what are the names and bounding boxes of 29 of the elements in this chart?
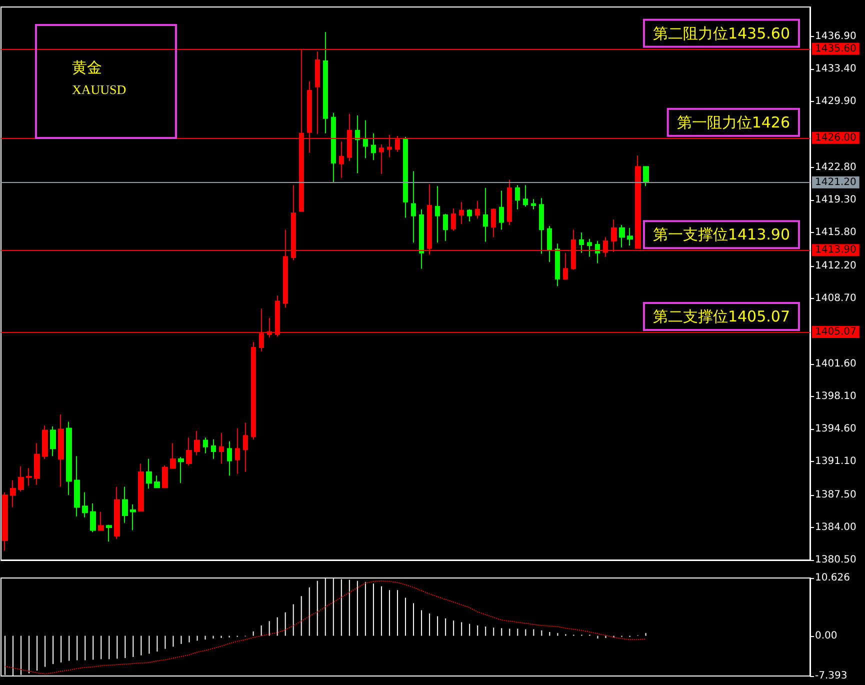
annotation: 第一支撑位1413.90 [652, 226, 790, 244]
y-tick-label: 1422.80 [815, 162, 856, 174]
y-tick-label: 1429.90 [815, 96, 856, 108]
y-tick-label: 1391.10 [815, 456, 856, 468]
y-tick-label: 1384.00 [815, 522, 856, 534]
ref-line-label: 1421.20 [815, 176, 856, 188]
y-tick-label: 1412.20 [815, 260, 856, 272]
annotation: 第二阻力位1435.60 [652, 24, 790, 42]
y-tick-label: 1394.60 [815, 424, 856, 435]
ref-line-label: 1426.00 [815, 132, 856, 144]
ref-line-label: 1435.60 [815, 43, 856, 54]
y-tick-label: 1398.10 [815, 391, 856, 402]
y-tick-label: 1419.30 [815, 194, 856, 206]
y-tick-label: 10.626 [815, 572, 850, 584]
y-tick-label: -7.393 [815, 670, 848, 682]
text: 黄金 [72, 58, 102, 76]
annotation: 第一阻力位1426 [676, 113, 790, 132]
y-tick-label: 1408.70 [815, 292, 856, 304]
ref-line-label: 1405.07 [815, 326, 856, 338]
y-tick-label: 1401.60 [815, 358, 856, 370]
y-tick-label: 0.00 [815, 630, 838, 642]
annotation: 第二支撑位1405.07 [652, 308, 790, 326]
y-tick-label: 1380.50 [815, 554, 856, 566]
y-tick-label: 1387.50 [815, 490, 856, 501]
ref-line-label: 1413.90 [815, 244, 856, 256]
text: XAUUSD [72, 82, 126, 97]
y-tick-label: 1415.80 [815, 226, 856, 238]
y-tick-label: 1436.90 [815, 31, 856, 42]
y-tick-label: 1433.40 [815, 64, 856, 75]
